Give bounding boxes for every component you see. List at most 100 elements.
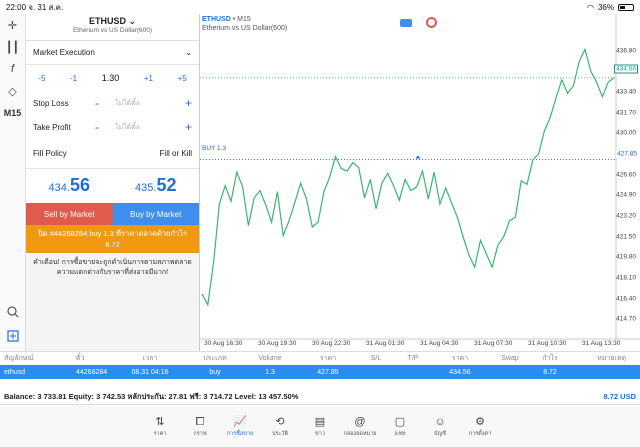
volume-stepper: -5 -1 1.30 +1 +5 (26, 65, 199, 91)
x-tick-label: 31 Aug 04:30 (420, 340, 459, 347)
cell-price: 434.56 (449, 368, 471, 376)
take-profit-input[interactable]: ไม่ได้ตั้ง (115, 123, 140, 131)
fill-policy-row[interactable]: Fill Policy Fill or Kill (26, 139, 199, 169)
mail-icon: @ (354, 415, 366, 428)
battery-icon (618, 3, 634, 11)
buy-button[interactable]: Buy by Market (112, 203, 199, 225)
cell-open-price: 427.85 (317, 368, 339, 376)
indicators-icon[interactable]: f (10, 63, 15, 75)
sell-button[interactable]: Sell by Market (26, 203, 113, 225)
tab-history[interactable]: ⟲ ประวัติ (260, 406, 300, 447)
bottom-tab-bar: ⇅ ราคา ⧠ กราฟ 📈 การซื้อขาย ⟲ ประวัติ ▤ ข่าว @ กล่อง… (0, 406, 640, 447)
symbol-selector[interactable]: ETHUSD ⌄ Etherium vs US Dollar(600) (26, 14, 199, 41)
x-tick-label: 30 Aug 22:30 (312, 340, 351, 347)
one-click-trading-icon[interactable] (400, 19, 412, 27)
new-order-icon[interactable] (0, 330, 26, 342)
chevron-down-icon: ⌄ (128, 16, 137, 26)
y-tick-label: 426.60 (616, 171, 636, 179)
tab-trade[interactable]: 📈 การซื้อขาย (220, 406, 260, 447)
x-tick-label: 31 Aug 01:30 (366, 340, 405, 347)
tab-quotes[interactable]: ⇅ ราคา (140, 406, 180, 447)
tab-label: ประวัติ (271, 430, 289, 437)
tab-label: บัญชี (434, 430, 446, 437)
stop-loss-input[interactable]: ไม่ได้ตั้ง (115, 99, 140, 107)
total-profit: 8.72 USD (603, 392, 636, 401)
col-header: ประเภท (203, 355, 227, 362)
tab-settings[interactable]: ⚙ การตั้งค่า (460, 406, 500, 447)
quotes-icon: ⇅ (155, 415, 165, 428)
buy-line-label: BUY 1.3 (202, 145, 227, 152)
timeframe-button[interactable]: M15 (3, 108, 22, 118)
tab-label: กล่องจดหมาย (343, 430, 377, 437)
take-profit-row: Take Profit - ไม่ได้ตั้ง + (26, 115, 199, 139)
balance-bar: Balance: 3 733.81 Equity: 3 742.53 หลักป… (0, 389, 640, 405)
tab-charts[interactable]: ⧠ กราฟ (180, 406, 220, 447)
wifi-icon: ◠ (587, 2, 594, 12)
chart-symbol: ETHUSD (202, 16, 231, 23)
history-icon: ⟲ (275, 415, 285, 428)
chart-canvas[interactable] (200, 14, 640, 351)
crosshair-icon[interactable]: ✛ (7, 19, 18, 32)
x-tick-label: 31 Aug 10:30 (528, 340, 567, 347)
balance-text: Balance: 3 733.81 Equity: 3 742.53 หลักป… (4, 391, 299, 401)
vol-plus-1[interactable]: +1 (143, 73, 153, 83)
stop-loss-row: Stop Loss - ไม่ได้ตั้ง + (26, 91, 199, 115)
stop-loss-label: Stop Loss (33, 98, 69, 108)
y-tick-label: 416.40 (616, 295, 636, 303)
col-header: Swap (501, 355, 519, 362)
y-tick-label: 414.70 (616, 315, 636, 323)
table-row[interactable]: ethusd 44268284 08.31 04:16 buy 1.3 427.… (0, 365, 640, 379)
cell-profit: 8.72 (543, 368, 557, 376)
take-profit-plus[interactable]: + (184, 120, 192, 134)
y-tick-label: 423.20 (616, 212, 636, 220)
vol-minus-5[interactable]: -5 (38, 73, 46, 83)
price-series-line (201, 47, 615, 307)
stop-loss-plus[interactable]: + (184, 96, 192, 110)
status-bar: 22:00 จ. 31 ส.ค. ◠ 36% (0, 0, 640, 14)
candles-icon[interactable]: ┃┃ (5, 41, 20, 54)
x-tick-label: 30 Aug 16:30 (204, 340, 243, 347)
y-tick-label: 419.80 (616, 253, 636, 261)
chart-description: Etherium vs US Dollar(600) (202, 25, 288, 32)
y-tick-label: 436.80 (616, 47, 636, 55)
symbol-name: ETHUSD (88, 16, 126, 26)
ask-price: 435. 52 (135, 175, 177, 195)
table-header: สัญลักษณ์ ตั๋ว เวลา ประเภท Volume ราคา S… (0, 351, 640, 365)
col-header: Volume (258, 355, 282, 362)
tab-news[interactable]: ▤ ข่าว (300, 406, 340, 447)
x-tick-label: 30 Aug 19:30 (258, 340, 297, 347)
trade-table: สัญลักษณ์ ตั๋ว เวลา ประเภท Volume ราคา S… (0, 351, 640, 405)
accounts-icon: ☺ (434, 415, 446, 428)
col-header: ราคา (451, 355, 469, 362)
bid-price-tag: 434.56 (614, 64, 638, 74)
zoom-icon[interactable] (0, 306, 26, 318)
signal-icon[interactable] (426, 17, 437, 28)
stop-loss-minus[interactable]: - (95, 96, 99, 110)
objects-icon[interactable]: ◇ (8, 85, 17, 98)
chart-icon: ⧠ (195, 415, 205, 428)
bid-price: 434. 56 (48, 175, 90, 195)
battery-level: 36% (597, 2, 614, 12)
tab-accounts[interactable]: ☺ บัญชี (420, 406, 460, 447)
vol-minus-1[interactable]: -1 (70, 73, 78, 83)
volume-value[interactable]: 1.30 (101, 73, 120, 83)
x-tick-label: 31 Aug 07:30 (474, 340, 513, 347)
open-price-tag: 427.85 (616, 150, 638, 158)
col-header: สัญลักษณ์ (4, 355, 34, 362)
tab-mailbox[interactable]: @ กล่องจดหมาย (340, 406, 380, 447)
chat-icon: ▢ (394, 415, 406, 428)
cell-time: 08.31 04:16 (131, 368, 169, 376)
y-tick-label: 424.90 (616, 191, 636, 199)
close-notice: ปิด #44268284 buy 1.3 ที่ราคาตลาดด้วยกำไ… (26, 225, 199, 253)
vol-plus-5[interactable]: +5 (177, 73, 187, 83)
take-profit-minus[interactable]: - (95, 120, 99, 134)
tab-chat[interactable]: ▢ แชท (380, 406, 420, 447)
cell-type: buy (209, 368, 221, 376)
price-chart[interactable]: ETHUSD • M15 Etherium vs US Dollar(600) … (200, 14, 640, 351)
execution-label: Market Execution (33, 48, 95, 57)
y-tick-label: 421.50 (616, 233, 636, 241)
execution-type-select[interactable]: Market Execution ⌄ (26, 41, 199, 65)
trade-icon: 📈 (233, 415, 247, 428)
tab-label: การซื้อขาย (226, 430, 254, 437)
news-icon: ▤ (314, 415, 326, 428)
